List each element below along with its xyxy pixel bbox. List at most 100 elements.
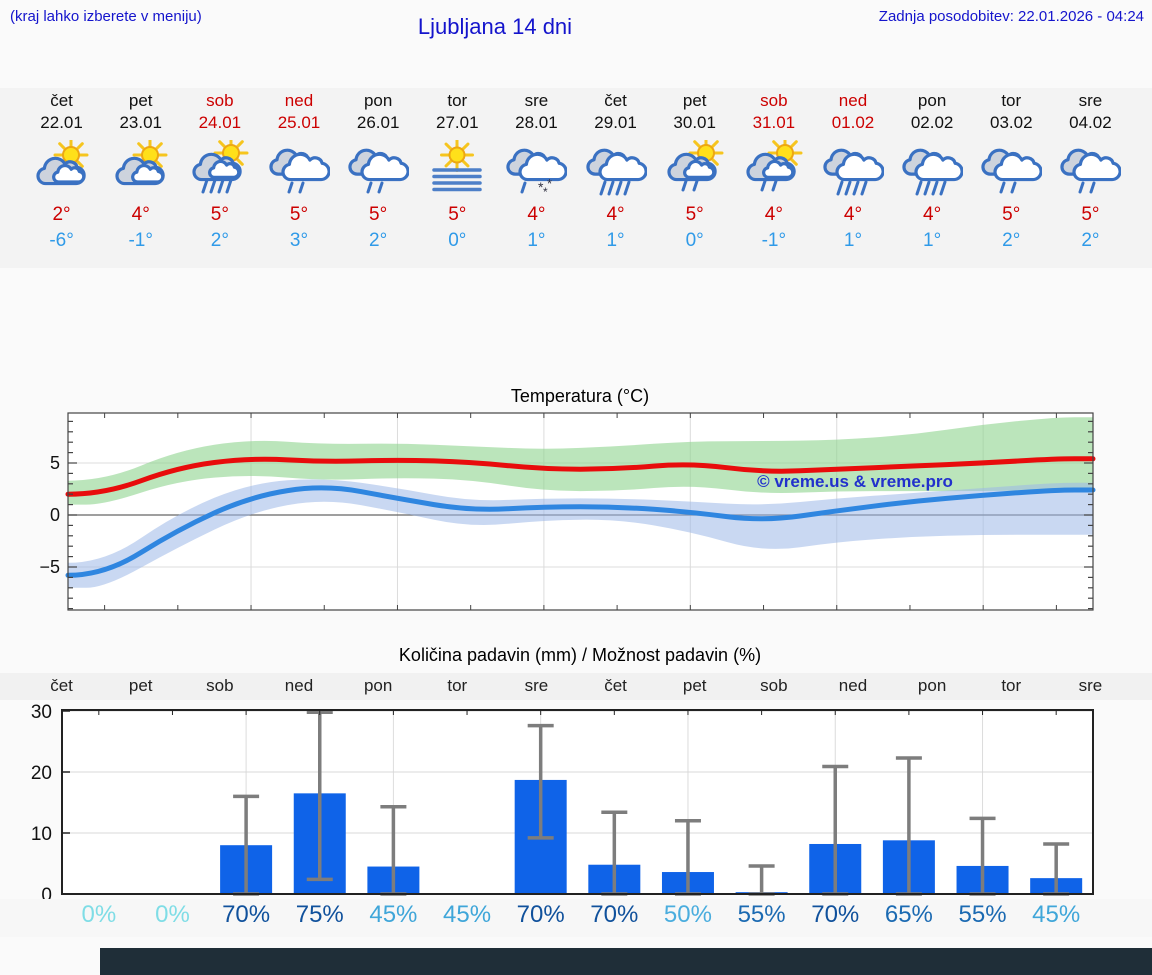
- precipitation-day-labels: čet pet sob ned pon tor sre čet pet sob ned pon tor s…: [0, 673, 1152, 700]
- day-name: ned: [284, 91, 314, 110]
- footer-bar: [100, 948, 1152, 975]
- fog-sun-icon: [432, 138, 483, 192]
- precip-probability-label: 55%: [737, 901, 786, 928]
- day-name: sre: [524, 91, 549, 110]
- precip-probability-label: 70%: [811, 901, 860, 928]
- day-name: sob: [760, 91, 788, 110]
- precip-probability-label: 45%: [369, 901, 418, 928]
- day-date: 25.01: [277, 113, 321, 132]
- day-column-23.01[interactable]: pet 23.01 4° -1°: [101, 88, 180, 268]
- weather-icon-slot: [339, 140, 418, 198]
- high-temp: 4°: [527, 204, 546, 225]
- high-temp: 5°: [685, 204, 704, 225]
- precip-day-label: tor: [1001, 676, 1022, 695]
- precip-probability-label: 75%: [295, 901, 344, 928]
- high-temp: 5°: [448, 204, 467, 225]
- precip-day-label: pet: [128, 676, 153, 695]
- day-name: pet: [128, 91, 153, 110]
- day-date: 27.01: [436, 113, 479, 132]
- watermark: © vreme.us & vreme.pro: [757, 472, 953, 491]
- svg-text:*: *: [543, 185, 548, 196]
- weather-icon-slot: [813, 140, 892, 198]
- precipitation-probability-row: 0% 0% 70% 75% 45% 45% 70% 70% 50% 55% 70% 65% 55% 45%: [0, 899, 1152, 937]
- cloud-rain-icon: [902, 148, 964, 196]
- weather-icon-slot: [576, 140, 655, 198]
- day-column-04.02[interactable]: sre 04.02 5° 2°: [1051, 88, 1130, 268]
- weather-icon-slot: [418, 138, 497, 198]
- precipitation-chart: 0 10 20 30: [31, 702, 1094, 900]
- low-temp: 1°: [923, 230, 942, 251]
- high-temp: 2°: [52, 204, 71, 225]
- day-column-27.01[interactable]: tor 27.01 5° 0°: [418, 88, 497, 268]
- low-temp: -6°: [49, 230, 74, 251]
- weather-icon-slot: [101, 137, 180, 198]
- precip-probability-label: 45%: [1032, 901, 1081, 928]
- forecast-day-strip: čet 22.01 2° -6° pet 23.01 4° -1° sob 24.01 5° 2° ne…: [0, 88, 1152, 268]
- day-column-02.02[interactable]: pon 02.02 4° 1°: [893, 88, 972, 268]
- low-temp: 3°: [289, 230, 309, 251]
- high-temp: 5°: [289, 204, 309, 225]
- temperature-chart-title: Temperatura (°C): [510, 386, 650, 406]
- page-title: Ljubljana 14 dni: [417, 14, 573, 39]
- sun-cloud-drizzle-icon: [746, 135, 803, 192]
- day-date: 26.01: [356, 113, 400, 132]
- precip-day-label: pon: [363, 676, 393, 695]
- day-date: 24.01: [198, 113, 242, 132]
- high-temp: 5°: [1081, 204, 1100, 225]
- day-column-01.02[interactable]: ned 01.02 4° 1°: [813, 88, 892, 268]
- day-column-25.01[interactable]: ned 25.01 5° 3°: [259, 88, 338, 268]
- low-temp: 1°: [527, 230, 546, 251]
- precip-probability-label: 45%: [443, 901, 492, 928]
- weather-icon-slot: [22, 137, 101, 198]
- cloud-rain-icon: [585, 148, 648, 196]
- low-temp: 1°: [606, 230, 625, 251]
- cloud-drizzle-icon: [269, 148, 331, 194]
- precip-probability-label: 70%: [516, 901, 565, 928]
- day-column-28.01[interactable]: sre 28.01 * * * 4° 1°: [497, 88, 576, 268]
- day-column-22.01[interactable]: čet 22.01 2° -6°: [22, 88, 101, 268]
- precip-ytick-label: 20: [31, 763, 52, 784]
- precip-day-label: sre: [1078, 676, 1103, 695]
- precip-day-label: sob: [206, 676, 234, 695]
- high-temp: 4°: [923, 204, 942, 225]
- low-temp: -1°: [128, 230, 153, 251]
- day-name: čet: [604, 91, 627, 110]
- weather-icon-slot: [1051, 140, 1130, 198]
- day-name: tor: [447, 91, 468, 110]
- day-column-24.01[interactable]: sob 24.01 5° 2°: [180, 88, 259, 268]
- precip-ytick-label: 10: [31, 824, 52, 845]
- day-column-31.01[interactable]: sob 31.01 4° -1°: [734, 88, 813, 268]
- day-column-26.01[interactable]: pon 26.01 5° 2°: [339, 88, 418, 268]
- precip-probability-label: 0%: [155, 901, 190, 928]
- low-temp: 2°: [1081, 230, 1100, 251]
- high-temp: 5°: [369, 204, 388, 225]
- day-date: 04.02: [1069, 113, 1112, 132]
- day-date: 01.02: [831, 113, 875, 132]
- day-name: čet: [50, 91, 73, 110]
- day-column-30.01[interactable]: pet 30.01 5° 0°: [655, 88, 734, 268]
- high-temp: 4°: [843, 204, 863, 225]
- high-temp: 5°: [210, 204, 229, 225]
- precip-day-label: pet: [682, 676, 707, 695]
- precip-day-label: tor: [447, 676, 468, 695]
- precip-day-label: sre: [524, 676, 549, 695]
- day-date: 03.02: [989, 113, 1033, 132]
- low-temp: 0°: [685, 230, 704, 251]
- low-temp: 2°: [210, 230, 229, 251]
- day-column-03.02[interactable]: tor 03.02 5° 2°: [972, 88, 1051, 268]
- location-menu-hint-link[interactable]: (kraj lahko izberete v meniju): [10, 8, 202, 25]
- precip-day-label: čet: [50, 676, 73, 695]
- cloud-sleet-icon: * **: [506, 148, 569, 199]
- precip-probability-label: 70%: [222, 901, 271, 928]
- precip-day-label: pon: [917, 676, 947, 695]
- day-column-29.01[interactable]: čet 29.01 4° 1°: [576, 88, 655, 268]
- day-name: pon: [363, 91, 393, 110]
- day-date: 23.01: [119, 113, 162, 132]
- precip-probability-label: 55%: [958, 901, 1007, 928]
- weather-icon-slot: * * *: [497, 140, 576, 199]
- day-date: 28.01: [515, 113, 558, 132]
- day-name: sob: [206, 91, 234, 110]
- svg-text:*: *: [538, 179, 544, 195]
- cloud-drizzle-icon: [1060, 148, 1123, 194]
- temp-ytick-label: 0: [50, 505, 60, 525]
